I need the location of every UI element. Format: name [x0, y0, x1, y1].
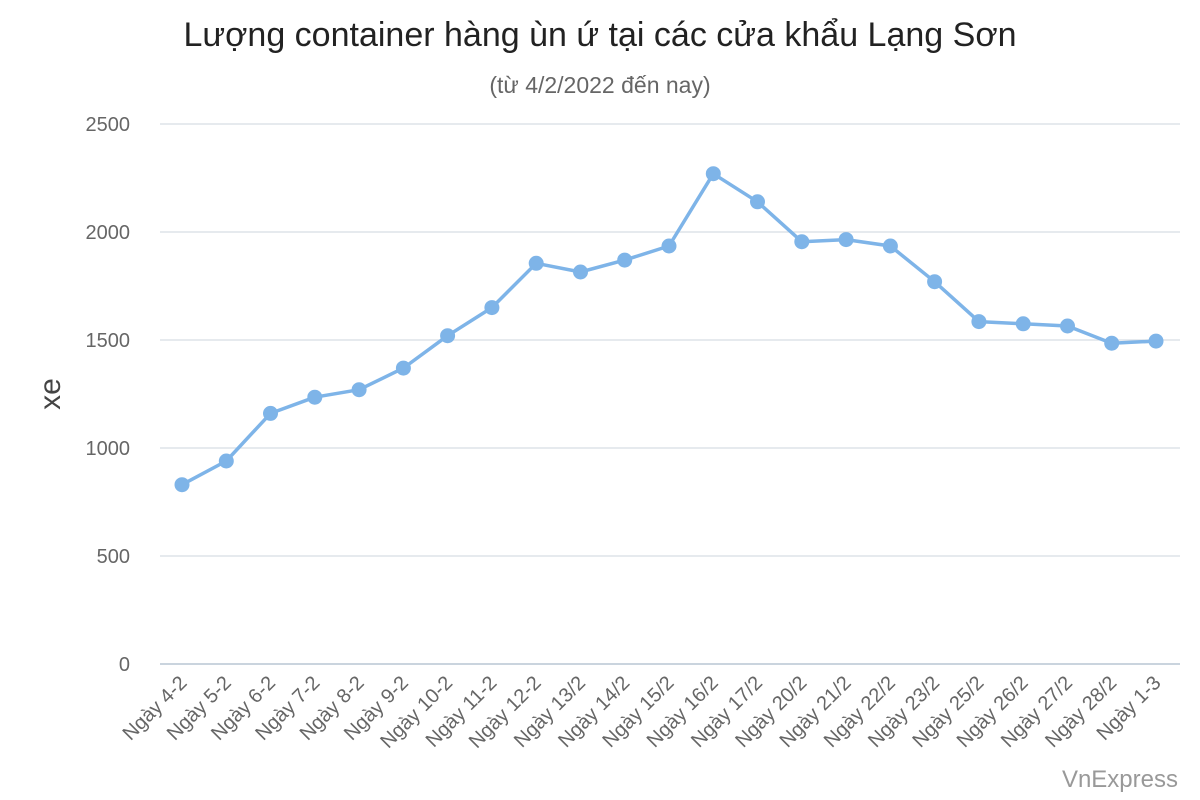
data-point — [307, 389, 323, 405]
data-point — [882, 238, 898, 254]
data-point — [351, 382, 367, 398]
chart-subtitle: (từ 4/2/2022 đến nay) — [489, 72, 711, 98]
y-tick-label: 500 — [97, 546, 130, 568]
data-point — [661, 238, 677, 254]
data-point — [573, 264, 588, 280]
data-point — [617, 252, 633, 268]
data-point — [218, 453, 234, 469]
data-point — [705, 166, 721, 182]
y-tick-label: 2500 — [86, 114, 131, 136]
data-point — [927, 274, 943, 290]
y-axis-label: xe — [34, 378, 67, 410]
series — [174, 166, 1164, 493]
data-point — [971, 314, 987, 330]
y-tick-label: 2000 — [86, 222, 131, 244]
y-tick-label: 1500 — [86, 330, 131, 352]
data-point — [395, 360, 411, 376]
data-point — [1148, 333, 1164, 349]
data-point — [484, 300, 500, 316]
y-tick-label: 0 — [119, 654, 130, 676]
data-point — [174, 477, 190, 493]
grid-lines — [160, 123, 1180, 557]
data-point — [528, 255, 544, 271]
data-point — [1015, 316, 1031, 332]
data-point — [263, 405, 278, 421]
y-tick-labels: 0 500 1000 1500 2000 2500 — [86, 114, 131, 676]
y-tick-label: 1000 — [86, 438, 131, 460]
series-line — [180, 171, 1158, 487]
source-label: VnExpress — [1061, 766, 1178, 793]
data-point — [1104, 335, 1120, 351]
data-point — [750, 194, 765, 210]
data-point — [440, 328, 456, 344]
data-point — [1060, 318, 1075, 334]
data-point — [838, 232, 854, 248]
chart-title: Lượng container hàng ùn ứ tại các cửa kh… — [183, 16, 1017, 54]
data-point — [794, 234, 810, 250]
